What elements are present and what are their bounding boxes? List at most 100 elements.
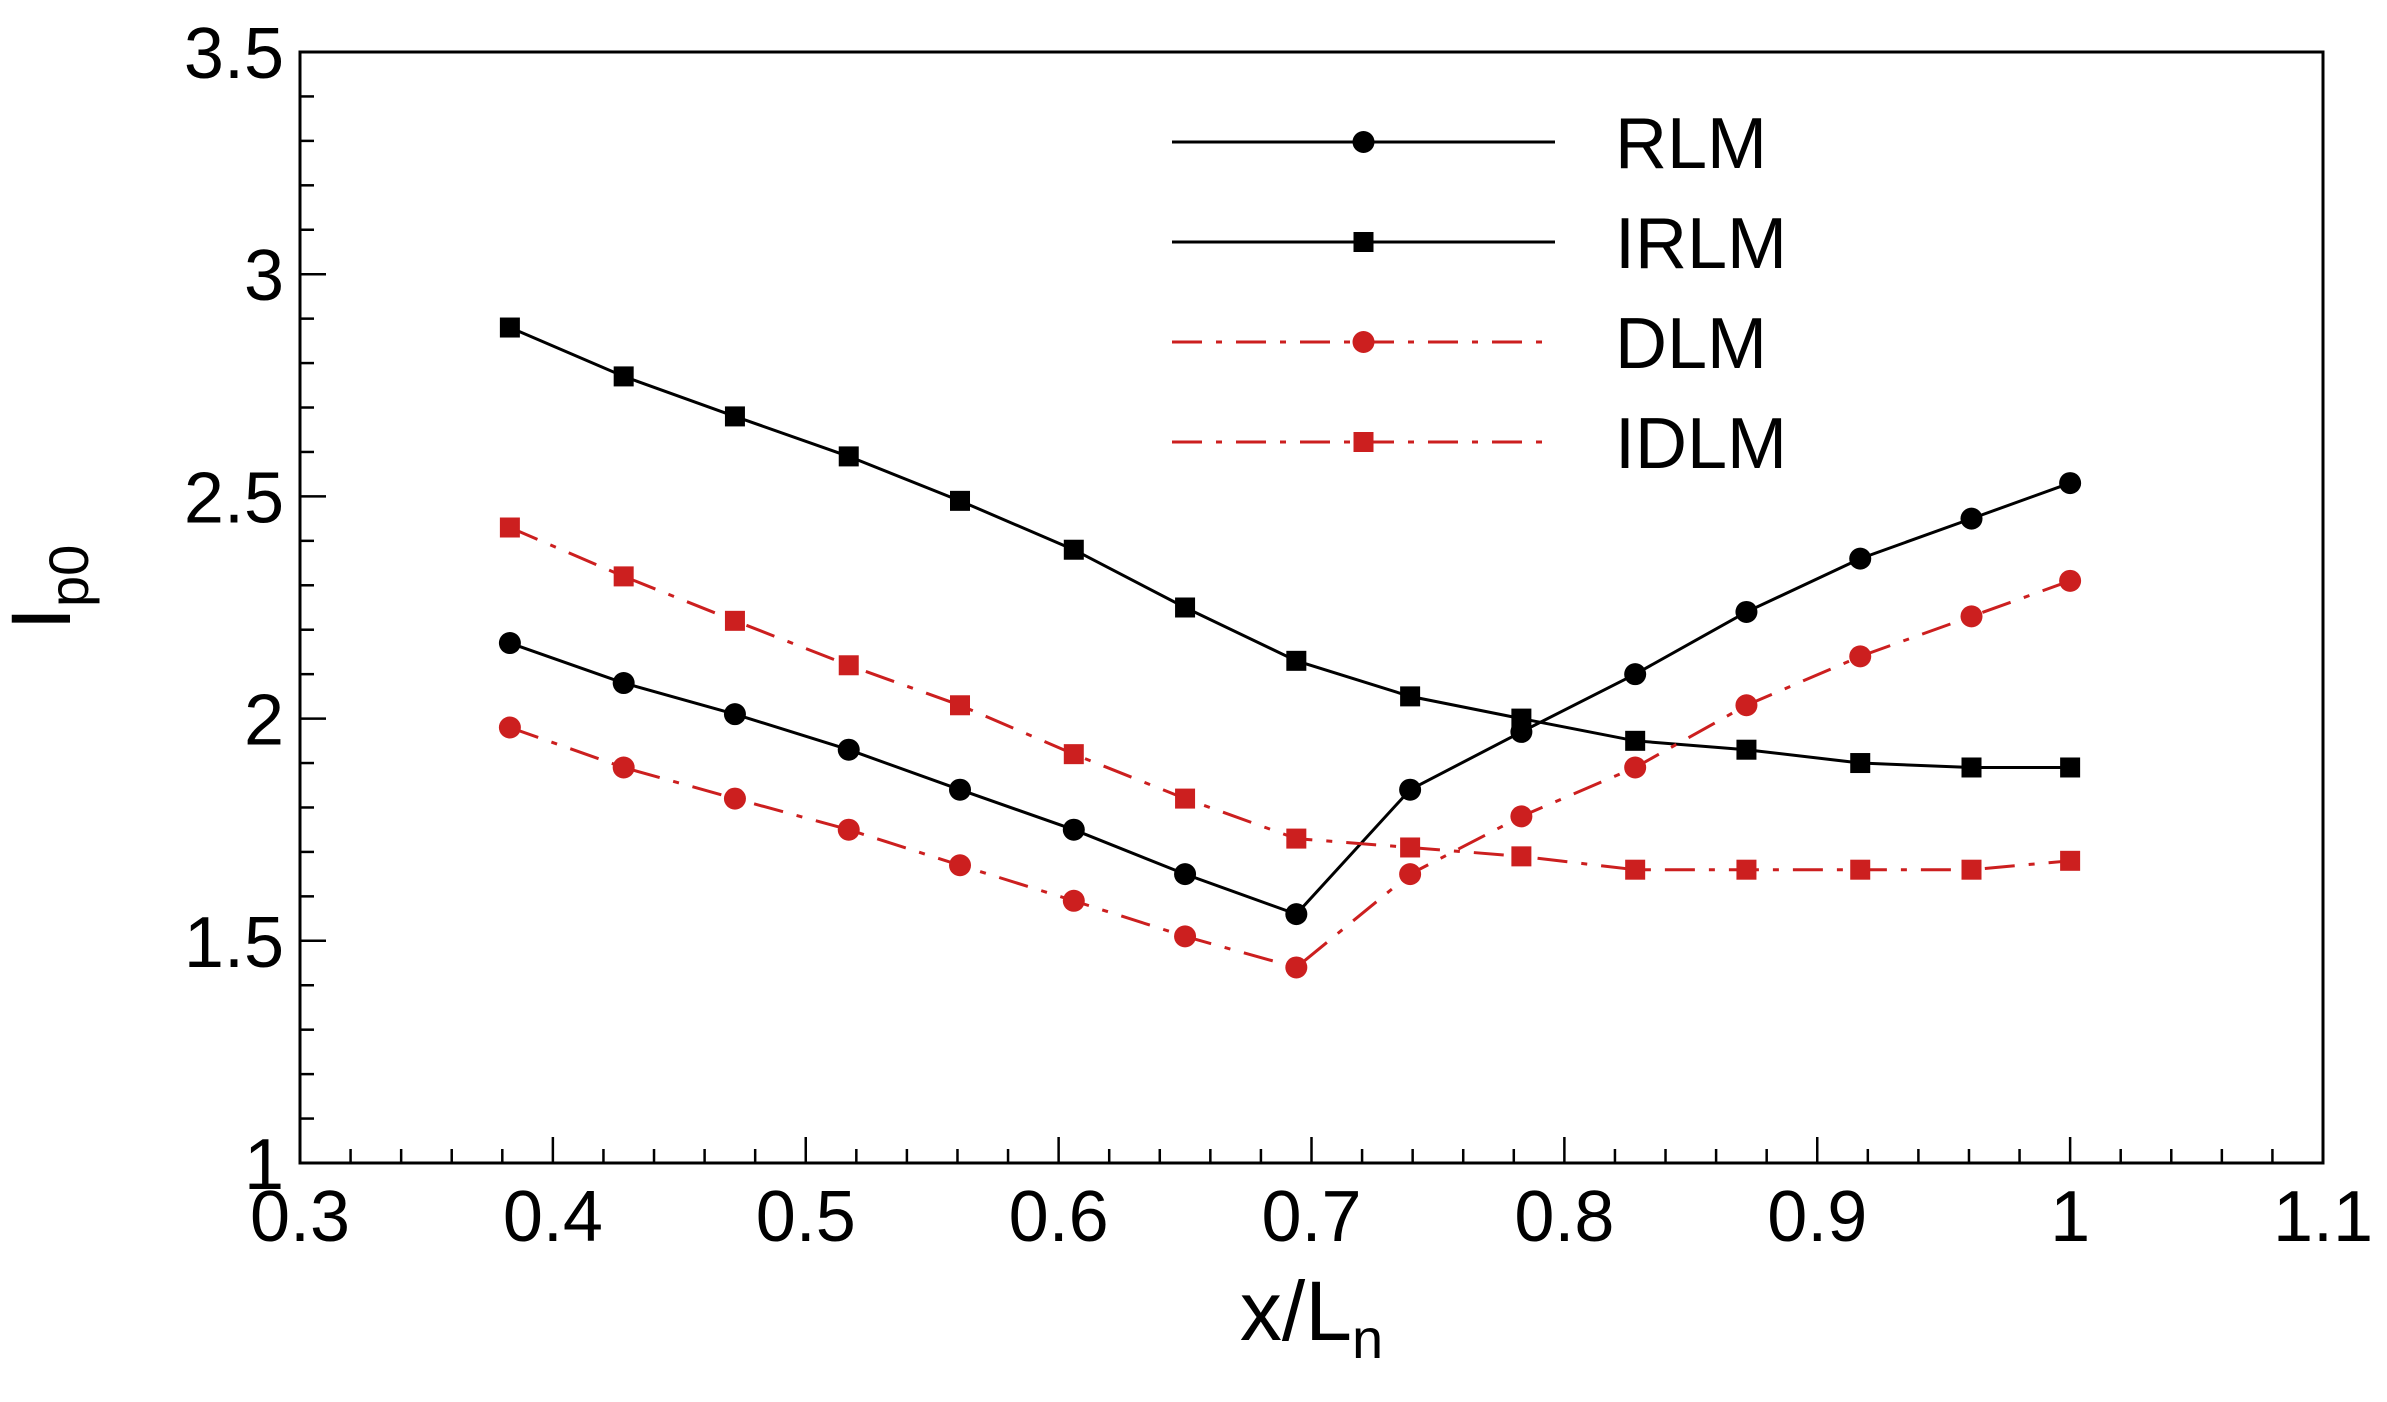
data-point-irlm [1511, 708, 1532, 729]
series-line-rlm [509, 481, 2071, 916]
x-tick-label: 0.7 [1261, 1177, 1361, 1257]
x-axis-title-subscript: n [1352, 1307, 1383, 1370]
series-idlm [499, 517, 2081, 880]
data-point-rlm [1735, 600, 1758, 623]
data-point-idlm [950, 695, 971, 716]
y-tick-label: 2 [244, 681, 284, 761]
x-tick-label: 1.1 [2273, 1177, 2373, 1257]
data-point-rlm [498, 632, 521, 655]
data-point-irlm [2060, 757, 2081, 778]
series-irlm [499, 317, 2081, 778]
data-point-dlm [498, 716, 521, 739]
legend-marker-irlm [1353, 232, 1374, 252]
y-axis-title-main: I [0, 607, 88, 630]
data-point-irlm [724, 406, 745, 427]
data-point-rlm [1399, 778, 1422, 801]
data-point-irlm [950, 490, 971, 511]
x-axis-title: x/Ln [1240, 1264, 1383, 1370]
axes-frame-group: 0.3 0.4 0.5 0.6 0.7 0.8 0.9 1 1.1 1 1.5 2 2.5 3 3.5 [184, 14, 2373, 1257]
data-point-idlm [1511, 846, 1532, 867]
data-point-dlm [1849, 645, 1872, 668]
data-point-dlm [1285, 956, 1308, 979]
x-tick-label: 0.3 [250, 1177, 350, 1257]
legend: RLM IRLM DLM IDLM [1172, 104, 1787, 484]
data-point-rlm [949, 778, 972, 801]
data-point-dlm [949, 854, 972, 877]
legend-marker-rlm [1352, 131, 1375, 153]
y-tick-label: 1 [244, 1125, 284, 1205]
y-tick-label: 3 [244, 236, 284, 316]
data-point-idlm [1063, 744, 1084, 765]
series-line-idlm [509, 526, 2071, 872]
data-point-irlm [613, 366, 634, 387]
y-axis-title-subscript: p0 [37, 545, 100, 607]
series-rlm [498, 472, 2082, 926]
data-point-irlm [1850, 753, 1871, 774]
x-tick-label: 1 [2050, 1177, 2090, 1257]
data-point-irlm [1400, 686, 1421, 707]
data-point-dlm [1174, 925, 1197, 948]
y-tick-label: 3.5 [184, 14, 284, 94]
data-point-irlm [838, 446, 859, 467]
legend-label-rlm: RLM [1615, 104, 1767, 184]
y-tick-label: 1.5 [184, 903, 284, 983]
data-point-irlm [1736, 739, 1757, 760]
plot-frame [298, 50, 2325, 1165]
data-point-irlm [1961, 757, 1982, 778]
data-point-irlm [1286, 650, 1307, 671]
legend-label-dlm: DLM [1615, 304, 1767, 384]
legend-label-idlm: IDLM [1615, 404, 1787, 484]
data-point-rlm [2059, 472, 2082, 495]
data-point-irlm [499, 317, 520, 338]
data-point-dlm [1510, 805, 1533, 828]
data-point-dlm [1062, 889, 1085, 912]
x-axis-title-main: x/L [1240, 1264, 1352, 1358]
data-point-rlm [1285, 903, 1308, 926]
data-point-rlm [1960, 507, 1983, 530]
data-point-idlm [838, 655, 859, 676]
data-point-dlm [723, 787, 746, 810]
data-point-idlm [1625, 859, 1646, 880]
data-point-idlm [1175, 788, 1196, 809]
data-point-idlm [1400, 837, 1421, 858]
data-point-idlm [1736, 859, 1757, 880]
axis-labels-group: x/Ln Ip0 [0, 545, 1383, 1370]
data-point-irlm [1063, 539, 1084, 560]
data-point-dlm [612, 756, 635, 779]
legend-label-irlm: IRLM [1615, 204, 1787, 284]
data-point-rlm [837, 738, 860, 761]
data-point-idlm [613, 566, 634, 587]
y-tick-label: 2.5 [184, 458, 284, 538]
data-point-dlm [1624, 756, 1647, 779]
data-point-dlm [1399, 863, 1422, 886]
data-point-dlm [2059, 569, 2082, 592]
data-point-rlm [1624, 663, 1647, 686]
legend-marker-dlm [1352, 331, 1375, 353]
series-group [498, 317, 2082, 979]
data-point-rlm [1849, 547, 1872, 570]
data-point-irlm [1175, 597, 1196, 618]
data-point-irlm [1625, 730, 1646, 751]
x-tick-label: 0.9 [1767, 1177, 1867, 1257]
series-dlm [498, 569, 2082, 979]
y-axis-title: Ip0 [0, 545, 100, 631]
series-line-irlm [509, 326, 2071, 769]
data-point-rlm [1062, 818, 1085, 841]
data-point-idlm [724, 610, 745, 631]
x-tick-label: 0.6 [1009, 1177, 1109, 1257]
x-tick-label: 0.4 [503, 1177, 603, 1257]
data-point-dlm [1960, 605, 1983, 628]
data-point-idlm [1850, 859, 1871, 880]
x-tick-label: 0.8 [1514, 1177, 1614, 1257]
data-point-idlm [1286, 828, 1307, 849]
data-point-dlm [837, 818, 860, 841]
data-point-idlm [1961, 859, 1982, 880]
data-point-idlm [499, 517, 520, 538]
legend-marker-idlm [1353, 432, 1374, 452]
data-point-rlm [1174, 863, 1197, 886]
x-tick-label: 0.5 [756, 1177, 856, 1257]
data-point-rlm [723, 703, 746, 726]
series-line-dlm [509, 579, 2071, 970]
data-point-dlm [1735, 694, 1758, 717]
